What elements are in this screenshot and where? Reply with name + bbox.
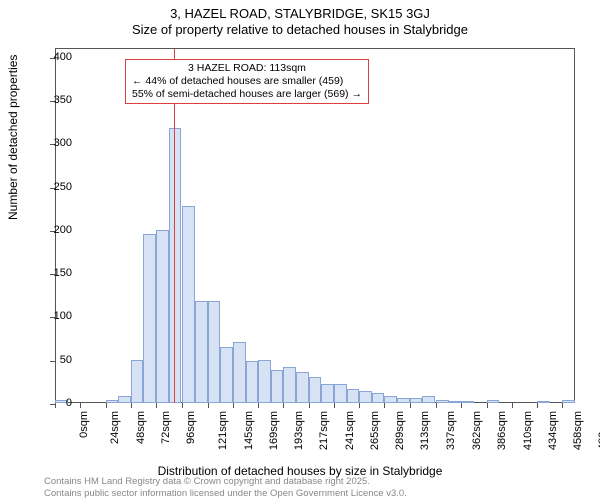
footer-line1: Contains HM Land Registry data © Crown c…: [44, 476, 407, 487]
x-tick-label: 386sqm: [496, 411, 508, 450]
histogram-bar: [461, 401, 474, 403]
histogram-bar: [334, 384, 347, 403]
histogram-bar: [372, 393, 385, 403]
x-tick-label: 193sqm: [293, 411, 305, 450]
chart-plot-area: 3 HAZEL ROAD: 113sqm← 44% of detached ho…: [55, 48, 575, 403]
x-tick-label: 169sqm: [268, 411, 280, 450]
callout-line: 55% of semi-detached houses are larger (…: [132, 88, 362, 101]
histogram-bar: [296, 372, 309, 403]
x-tick-label: 337sqm: [445, 411, 457, 450]
histogram-bar: [131, 360, 144, 403]
x-tick: [487, 403, 488, 408]
histogram-bar: [410, 398, 423, 403]
x-tick-label: 362sqm: [471, 411, 483, 450]
x-tick: [461, 403, 462, 408]
x-tick: [208, 403, 209, 408]
x-tick-label: 24sqm: [109, 411, 121, 444]
histogram-bar: [487, 400, 500, 403]
x-tick: [80, 403, 81, 408]
x-tick: [436, 403, 437, 408]
histogram-bar: [182, 206, 195, 403]
x-tick: [283, 403, 284, 408]
histogram-bar: [258, 360, 271, 403]
y-tick-label: 100: [32, 310, 72, 322]
y-axis-label: Number of detached properties: [6, 55, 20, 220]
x-tick: [106, 403, 107, 408]
x-tick-label: 434sqm: [547, 411, 559, 450]
histogram-bar: [436, 400, 449, 403]
y-tick-label: 300: [32, 137, 72, 149]
callout-line: 3 HAZEL ROAD: 113sqm: [132, 62, 362, 75]
histogram-bar: [422, 396, 435, 403]
x-tick: [258, 403, 259, 408]
y-tick-label: 400: [32, 51, 72, 63]
x-tick-label: 458sqm: [572, 411, 584, 450]
x-tick: [384, 403, 385, 408]
histogram-bar: [246, 361, 259, 403]
x-tick-label: 241sqm: [344, 411, 356, 450]
histogram-bar: [208, 301, 221, 403]
histogram-bar: [118, 396, 131, 403]
callout-box: 3 HAZEL ROAD: 113sqm← 44% of detached ho…: [125, 59, 369, 104]
histogram-bar: [562, 400, 575, 403]
histogram-bar: [359, 391, 372, 403]
histogram-bar: [283, 367, 296, 403]
histogram-bar: [106, 400, 119, 403]
chart-title: 3, HAZEL ROAD, STALYBRIDGE, SK15 3GJ Siz…: [0, 0, 600, 37]
y-tick-label: 50: [32, 354, 72, 366]
y-tick-label: 250: [32, 181, 72, 193]
y-tick-label: 0: [32, 397, 72, 409]
title-line2: Size of property relative to detached ho…: [0, 22, 600, 37]
x-tick: [512, 403, 513, 408]
plot-region: 3 HAZEL ROAD: 113sqm← 44% of detached ho…: [55, 49, 574, 403]
x-tick: [156, 403, 157, 408]
callout-line: ← 44% of detached houses are smaller (45…: [132, 75, 362, 88]
x-tick-label: 265sqm: [369, 411, 381, 450]
footer-line2: Contains public sector information licen…: [44, 488, 407, 499]
histogram-bar: [233, 342, 246, 403]
y-tick-label: 350: [32, 94, 72, 106]
histogram-bar: [384, 396, 397, 403]
x-tick: [309, 403, 310, 408]
histogram-bar: [347, 389, 360, 403]
histogram-bar: [156, 230, 169, 403]
x-tick-label: 72sqm: [160, 411, 172, 444]
histogram-bar: [309, 377, 322, 403]
x-tick-label: 121sqm: [218, 411, 230, 450]
x-tick: [334, 403, 335, 408]
x-tick-label: 289sqm: [394, 411, 406, 450]
histogram-bar: [143, 234, 156, 403]
title-line1: 3, HAZEL ROAD, STALYBRIDGE, SK15 3GJ: [0, 6, 600, 21]
x-tick: [562, 403, 563, 408]
x-tick: [359, 403, 360, 408]
x-tick: [537, 403, 538, 408]
x-tick-label: 410sqm: [522, 411, 534, 450]
x-tick: [233, 403, 234, 408]
histogram-bar: [220, 347, 233, 403]
x-tick-label: 48sqm: [135, 411, 147, 444]
y-tick-label: 150: [32, 267, 72, 279]
x-tick: [131, 403, 132, 408]
histogram-bar: [321, 384, 334, 403]
x-tick-label: 313sqm: [420, 411, 432, 450]
footer-attribution: Contains HM Land Registry data © Crown c…: [44, 476, 407, 499]
x-tick-label: 96sqm: [185, 411, 197, 444]
histogram-bar: [195, 301, 208, 403]
y-tick-label: 200: [32, 224, 72, 236]
x-tick-label: 217sqm: [319, 411, 331, 450]
x-tick: [182, 403, 183, 408]
x-tick-label: 0sqm: [78, 411, 90, 438]
histogram-bar: [397, 398, 410, 403]
histogram-bar: [537, 401, 550, 403]
x-tick: [410, 403, 411, 408]
histogram-bar: [271, 370, 284, 403]
histogram-bar: [449, 401, 462, 403]
x-tick-label: 145sqm: [243, 411, 255, 450]
